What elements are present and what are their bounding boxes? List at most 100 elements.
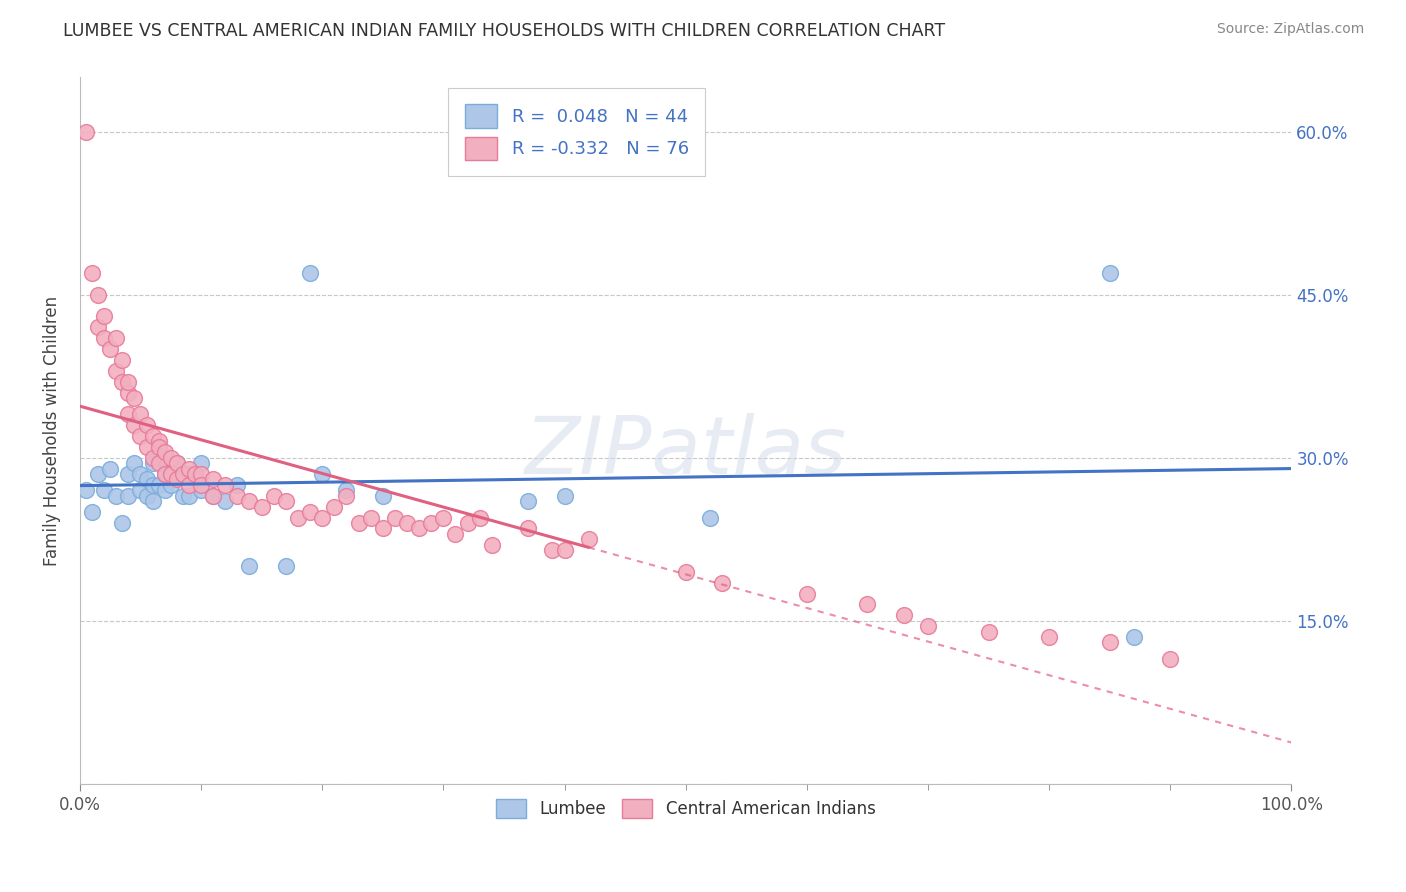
Point (148, 440, 170, 454)
Point (977, 624, 1000, 639)
Text: Source: ZipAtlas.com: Source: ZipAtlas.com (1216, 22, 1364, 37)
Point (384, 510, 406, 524)
Point (159, 450, 181, 465)
Point (153, 483, 176, 498)
Point (371, 489, 394, 503)
Point (177, 467, 200, 481)
Point (153, 450, 176, 465)
Point (142, 450, 165, 465)
Point (129, 407, 152, 421)
Point (87, 467, 110, 481)
Point (226, 478, 249, 492)
Point (75, 125, 97, 139)
Point (117, 385, 139, 400)
Point (117, 407, 139, 421)
Point (541, 543, 564, 558)
Point (148, 478, 170, 492)
Point (202, 473, 225, 487)
Point (87, 320, 110, 334)
Point (105, 364, 128, 378)
Point (111, 353, 134, 368)
Point (1098, 635, 1121, 649)
Point (274, 559, 297, 574)
Point (98, 461, 121, 475)
Point (135, 489, 157, 503)
Point (117, 489, 139, 503)
Point (166, 456, 188, 470)
Point (444, 526, 467, 541)
Point (553, 489, 575, 503)
Point (142, 478, 165, 492)
Point (468, 510, 491, 524)
Point (184, 467, 207, 481)
Point (360, 510, 382, 524)
Point (1038, 630, 1060, 644)
Point (578, 533, 600, 547)
Point (135, 440, 157, 454)
Point (190, 478, 212, 492)
Point (226, 489, 249, 503)
Point (457, 516, 479, 530)
Point (172, 467, 194, 481)
Point (80, 505, 103, 519)
Text: LUMBEE VS CENTRAL AMERICAN INDIAN FAMILY HOUSEHOLDS WITH CHILDREN CORRELATION CH: LUMBEE VS CENTRAL AMERICAN INDIAN FAMILY… (63, 22, 945, 40)
Point (371, 521, 394, 535)
Point (190, 467, 212, 481)
Text: ZIPatlas: ZIPatlas (524, 413, 846, 491)
Point (335, 489, 357, 503)
Point (105, 331, 128, 345)
Point (1123, 630, 1146, 644)
Point (214, 478, 236, 492)
Point (148, 456, 170, 470)
Point (856, 598, 879, 612)
Point (202, 489, 225, 503)
Point (135, 473, 157, 487)
Point (274, 494, 297, 508)
Point (75, 483, 97, 498)
Point (93, 310, 115, 324)
Point (135, 418, 157, 433)
Point (347, 516, 370, 530)
Point (159, 467, 181, 481)
Point (148, 434, 170, 449)
Point (517, 494, 540, 508)
Point (129, 467, 152, 481)
Point (893, 608, 915, 623)
Point (172, 489, 194, 503)
Point (153, 467, 176, 481)
Point (153, 467, 176, 481)
Point (420, 516, 443, 530)
Point (190, 483, 212, 498)
Point (98, 342, 121, 356)
Point (142, 494, 165, 508)
Point (796, 586, 818, 600)
Point (432, 510, 454, 524)
Point (93, 483, 115, 498)
Point (80, 266, 103, 280)
Point (287, 510, 309, 524)
Point (190, 456, 212, 470)
Point (202, 489, 225, 503)
Point (184, 473, 207, 487)
Point (917, 619, 939, 633)
Point (517, 521, 540, 535)
Point (177, 461, 200, 475)
Point (129, 429, 152, 443)
Point (148, 450, 170, 465)
Point (250, 500, 273, 514)
Point (711, 575, 734, 590)
Point (311, 467, 333, 481)
Point (335, 483, 357, 498)
Point (553, 543, 575, 558)
Point (311, 510, 333, 524)
Point (142, 429, 165, 443)
Point (395, 516, 418, 530)
Point (1159, 652, 1181, 666)
Point (177, 478, 200, 492)
Point (111, 375, 134, 389)
Point (166, 473, 188, 487)
Point (177, 489, 200, 503)
Point (323, 500, 346, 514)
Point (153, 445, 176, 459)
Point (105, 489, 128, 503)
